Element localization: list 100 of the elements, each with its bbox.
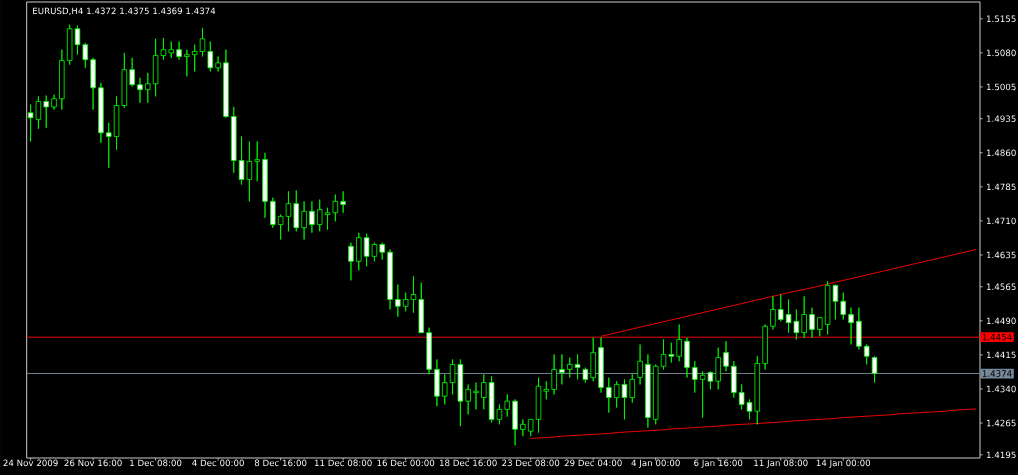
candlestick [754,355,761,425]
candlestick [379,242,385,260]
candlestick [770,295,776,330]
candlestick [731,360,737,398]
candlestick [676,324,682,362]
candlestick [316,199,323,232]
y-tick-label: 1.5080 [986,49,1016,57]
candlestick [590,337,596,382]
candlestick [59,49,65,111]
candlestick [434,359,440,407]
x-tick-label: 24 Nov 2009 [3,459,58,467]
candlestick [254,141,260,182]
candlestick [465,384,471,415]
candlestick [168,41,174,59]
x-tick-label: 1 Dec 08:00 [130,459,182,467]
candlestick [98,82,104,144]
y-tick-label: 1.4195 [986,451,1016,459]
candlestick [184,49,190,77]
candlestick [262,152,268,219]
candlestick [629,374,636,403]
candlestick [418,282,425,334]
candlestick [871,355,878,383]
candlestick [715,347,721,390]
candlestick [504,394,510,418]
candlestick [777,294,784,322]
candlestick [43,95,49,129]
x-tick-label: 11 Dec 08:00 [314,459,372,467]
x-tick-label: 8 Dec 16:00 [254,459,307,467]
candlestick [176,41,182,61]
candlestick [863,344,870,365]
candlestick [692,360,698,393]
candlestick [387,249,393,310]
candlestick [207,41,214,72]
candlestick [293,190,300,232]
y-tick-label: 1.4935 [986,115,1016,122]
candlestick [762,324,768,370]
candlestick [105,122,112,169]
candlestick [145,72,151,104]
x-tick-label: 11 Jan 08:00 [754,459,808,468]
x-tick-label: 4 Jan 00:00 [631,459,680,468]
candlestick [395,284,401,318]
ref-line-label: 1.4374 [982,370,1012,377]
candlestick [348,242,354,281]
y-tick-label: 1.4340 [986,385,1016,393]
candlestick [231,106,237,174]
candlestick [809,307,815,339]
y-tick-label: 1.4710 [986,217,1016,225]
candlestick [270,197,276,229]
y-tick-label: 1.4565 [986,283,1016,291]
candlestick [129,57,135,87]
y-tick-label: 1.5005 [986,83,1016,91]
candlestick [723,340,729,372]
ref-line-label: 1.4454 [982,333,1012,341]
candlestick [309,200,315,234]
candlestick [441,374,448,405]
x-tick-label: 18 Dec 16:00 [439,459,497,467]
candlestick [215,56,221,72]
candlestick [574,354,581,380]
candlestick [801,295,807,339]
y-tick-label: 1.4860 [986,149,1016,157]
candlestick [426,327,432,375]
candlestick [817,317,823,337]
candlestick [520,418,526,437]
y-tick-label: 1.4785 [986,183,1016,191]
candlestick [90,57,96,111]
y-tick-label: 1.5155 [986,15,1016,23]
candlestick [512,398,518,446]
candlestick [840,292,846,320]
candlestick [559,354,565,385]
candlestick [582,367,589,383]
candlestick [82,42,89,69]
y-tick-label: 1.4415 [986,351,1016,359]
x-tick-label: 23 Dec 08:00 [502,459,560,467]
y-tick-label: 1.4265 [986,419,1016,427]
candlestick [606,377,612,413]
candlestick [356,232,362,271]
candlestick [301,200,307,240]
candlestick [637,344,643,385]
candlestick [645,354,651,428]
candlestick [535,377,542,433]
candlestick [137,77,143,104]
candlestick [856,307,862,350]
candlestick [223,49,229,119]
candlestick [598,337,604,393]
x-tick-label: 16 Dec 00:00 [377,459,435,467]
x-tick-label: 29 Dec 04:00 [564,459,622,467]
y-tick-label: 1.4635 [986,251,1016,259]
candlestick [652,364,659,425]
candlestick [481,374,487,410]
candlestick [567,357,573,378]
text: EURUSD,H4 1.4372 1.4375 1.4369 1.4374 [33,7,216,16]
candlestick [848,307,854,345]
y-tick-label: 1.4490 [986,317,1016,325]
candlestick [473,382,479,410]
x-tick-label: 26 Nov 16:00 [64,459,122,467]
x-tick-label: 4 Dec 00:00 [192,459,244,467]
x-tick-label: 6 Jan 16:00 [694,459,743,468]
candlestick [543,380,550,400]
candlestick [51,94,57,111]
candlestick [199,27,206,57]
